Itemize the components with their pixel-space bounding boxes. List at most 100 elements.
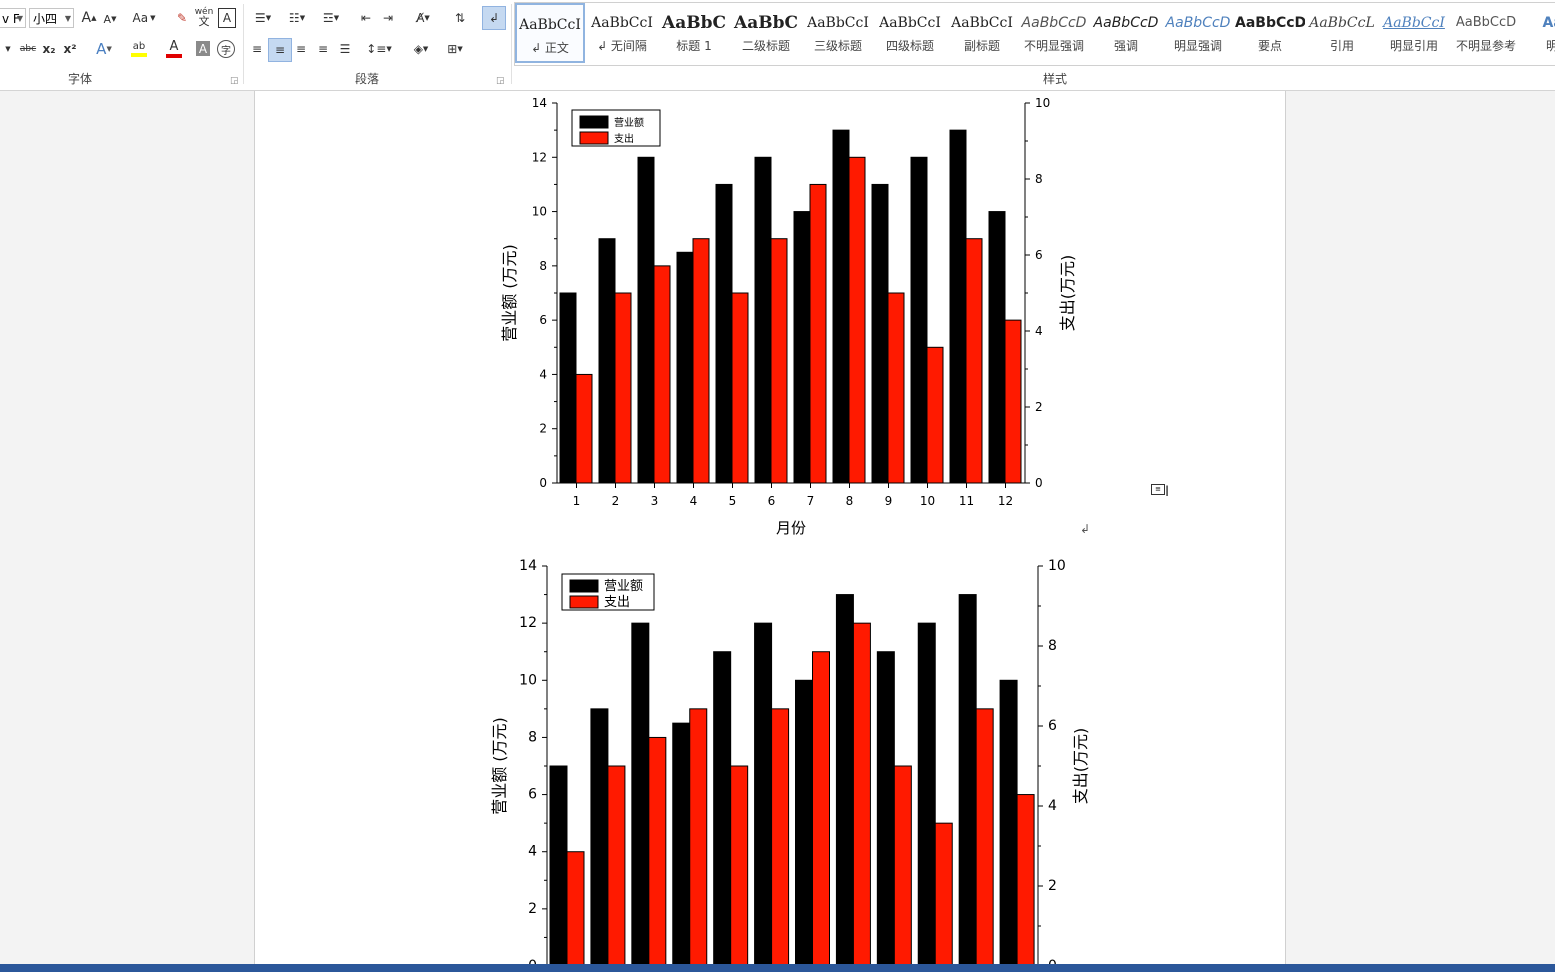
y-tick-label: 12 [532,150,547,164]
font-name-combo[interactable]: v F ▼ [0,8,26,28]
style-item[interactable]: AaBbCcD 明显强调 [1163,3,1233,63]
superscript-button[interactable]: x² [62,40,78,58]
borders-button[interactable]: ⊞ ▼ [447,42,463,56]
layout-options-icon[interactable]: ≡ [1151,484,1165,495]
style-item[interactable]: AaBbCcD 要点 [1235,3,1305,63]
style-item[interactable]: AaBbCcI 副标题 [947,3,1017,63]
document-page[interactable]: 0 2 4 6 8 10 12 14 0 2 4 6 8 10 1 2 3 4 5 6 7 8 9 10 11 12 月份 营业额 (… [254,91,1286,964]
bullets-button[interactable]: ☰ ▼ [254,11,272,25]
text-effect-button[interactable]: A ▼ [96,40,112,58]
bar [731,292,749,484]
document-workspace[interactable]: 0 2 4 6 8 10 12 14 0 2 4 6 8 10 1 2 3 4 5 6 7 8 9 10 11 12 月份 营业额 (… [0,91,1555,964]
bar [848,156,866,484]
legend-label: 营业额 [614,116,644,129]
style-item[interactable]: AaBbCcD 不明显参考 [1451,3,1521,63]
y2-tick-label: 10 [1035,96,1050,110]
subscript-button[interactable]: x₂ [41,40,57,58]
shading-button[interactable]: ◈ ▼ [413,42,429,56]
highlighter-icon: ab [132,41,146,52]
phonetic-guide-button[interactable]: wén 文 [194,7,214,28]
font-size-combo[interactable]: 小四 ▼ [29,8,74,28]
clear-format-button[interactable]: ✎ [172,8,192,28]
font-group: v F ▼ 小四 ▼ A ▲ A ▼ Aa ▼ ✎ wén 文 A ▼ abc x₂ x… [0,0,243,90]
style-item[interactable]: AaB 明显 [1523,3,1555,63]
font-color-icon: A [169,39,179,54]
text-effect-icon: A [96,40,107,58]
char-shading-button[interactable]: A [196,41,210,56]
x-tick-label: 6 [768,494,776,508]
x-tick-label: 2 [612,494,620,508]
y-tick-label: 14 [532,96,547,110]
x-tick-label: 3 [651,494,659,508]
font-color-button[interactable]: A [160,39,188,59]
style-item[interactable]: AaBbCcD 不明显强调 [1019,3,1089,63]
align-right-button[interactable]: ≡ [292,40,310,58]
increase-indent-button[interactable]: ⇥ [378,8,398,28]
enclose-char-button[interactable]: 字 [217,40,235,58]
y2-axis-label: 支出(万元) [1058,255,1077,332]
chinese-layout-icon: A̸ [416,11,425,25]
style-item[interactable]: AaBbC 二级标题 [731,3,801,63]
style-item[interactable]: AaBbCcI ↲ 无间隔 [587,3,657,63]
multilevel-list-button[interactable]: ☲ ▼ [322,11,340,25]
chart-2[interactable]: 024681012140246810123456789101112营业额 (万元… [255,554,1285,964]
style-preview: AaBbCcI [879,15,941,31]
bar [598,238,616,484]
shrink-font-icon: A [103,12,112,26]
shrink-font-button[interactable]: A ▼ [103,12,117,26]
x-tick-label: 11 [959,494,974,508]
strikethrough-button[interactable]: abc [18,40,38,58]
bar [832,129,850,484]
style-item[interactable]: AaBbCcI 明显引用 [1379,3,1449,63]
char-border-button[interactable]: A [218,8,236,28]
change-case-icon: Aa [132,11,149,25]
y2-tick-label: 4 [1035,324,1043,338]
style-label: 不明显强调 [1023,39,1084,53]
bar [965,238,983,484]
style-item[interactable]: AaBbC 标题 1 [659,3,729,63]
align-left-button[interactable]: ≡ [248,40,266,58]
grow-font-button[interactable]: A ▲ [81,10,97,26]
chevron-down-icon[interactable]: ▼ [5,45,11,53]
y2-tick-label: 0 [1048,958,1057,964]
numbering-button[interactable]: ☷ ▼ [288,11,306,25]
y-tick-label: 10 [532,205,547,219]
style-preview: AaBbCcD [1235,15,1305,31]
style-item[interactable]: AaBbCcI ↲ 正文 [515,3,585,63]
style-item[interactable]: AaBbCcD 强调 [1091,3,1161,63]
style-item[interactable]: AaBbCcI 三级标题 [803,3,873,63]
style-label: 四级标题 [885,39,934,53]
bar [590,708,609,964]
bar [676,251,694,484]
highlight-button[interactable]: ab [124,39,154,59]
bar [999,679,1018,964]
legend-swatch [569,579,599,593]
legend-label: 支出 [614,132,634,145]
y-tick-label: 4 [539,367,547,381]
styles-gallery: AaBbCcI ↲ 正文 AaBbCcI ↲ 无间隔 AaBbC 标题 1 AaBbC 二级标… [514,2,1555,66]
change-case-button[interactable]: Aa ▼ [132,11,156,25]
line-spacing-button[interactable]: ↕≡ ▼ [366,42,392,56]
show-marks-button[interactable]: ↲ [482,6,506,30]
decrease-indent-button[interactable]: ⇤ [356,8,376,28]
bar [730,765,749,964]
distributed-button[interactable]: ☰ [336,40,354,58]
align-center-button[interactable]: ≡ [268,38,292,62]
chinese-layout-button[interactable]: A̸ ▼ [416,11,430,25]
dialog-launcher-icon[interactable]: ◲ [230,76,239,86]
style-label: 引用 [1329,39,1354,53]
dialog-launcher-icon[interactable]: ◲ [496,76,505,86]
group-divider [511,4,512,84]
style-item[interactable]: AaBbCcI 四级标题 [875,3,945,63]
bar [795,679,813,964]
strikethrough-icon: abc [19,44,37,54]
style-label: 明显 [1545,39,1555,53]
style-label: ↲ 无间隔 [597,39,647,53]
bar [852,622,871,964]
style-item[interactable]: AaBbCcL 引用 [1307,3,1377,63]
sort-button[interactable]: ⇅ [450,8,470,28]
justify-button[interactable]: ≡ [314,40,332,58]
text-cursor-icon: I [1165,484,1170,500]
grow-font-icon: A [81,10,92,26]
